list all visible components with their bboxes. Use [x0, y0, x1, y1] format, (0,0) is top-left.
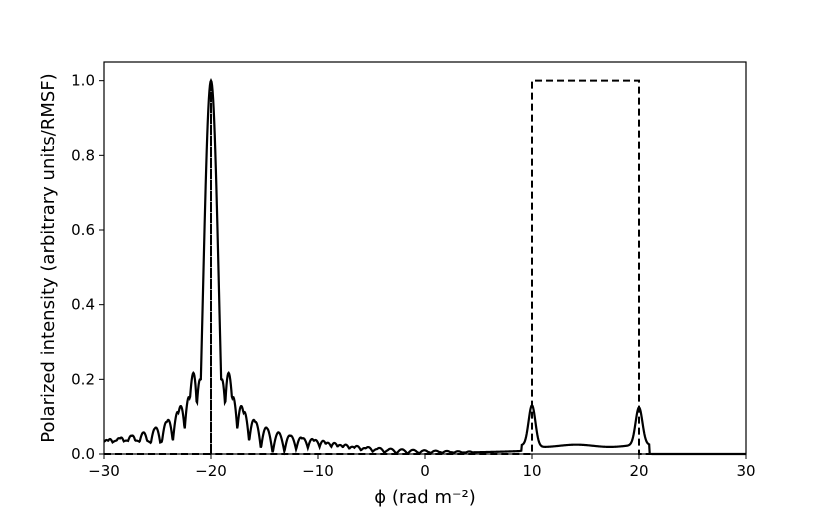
x-tick-label: 20 [629, 462, 648, 480]
y-axis-label: Polarized intensity (arbitrary units/RMS… [38, 73, 59, 442]
y-axis-ticks: 0.0 0.2 0.4 0.6 0.8 1.0 [71, 72, 104, 463]
y-tick-label: 0.6 [71, 221, 95, 239]
y-tick-label: 0.2 [71, 370, 95, 388]
x-axis-ticks: −30 −20 −10 0 10 20 30 [88, 454, 756, 480]
y-tick-label: 0.4 [71, 296, 95, 314]
x-tick-label: −20 [195, 462, 227, 480]
series-line-dashed [104, 79, 746, 455]
y-tick-label: 0.0 [71, 445, 95, 463]
x-axis-label: ϕ (rad m⁻²) [374, 487, 475, 508]
x-tick-label: 30 [736, 462, 755, 480]
y-tick-label: 0.8 [71, 146, 95, 164]
x-tick-label: −10 [302, 462, 334, 480]
x-tick-label: −30 [88, 462, 120, 480]
plot-area [103, 78, 746, 456]
y-tick-label: 1.0 [71, 72, 95, 90]
x-tick-label: 0 [420, 462, 430, 480]
x-tick-label: 10 [522, 462, 541, 480]
